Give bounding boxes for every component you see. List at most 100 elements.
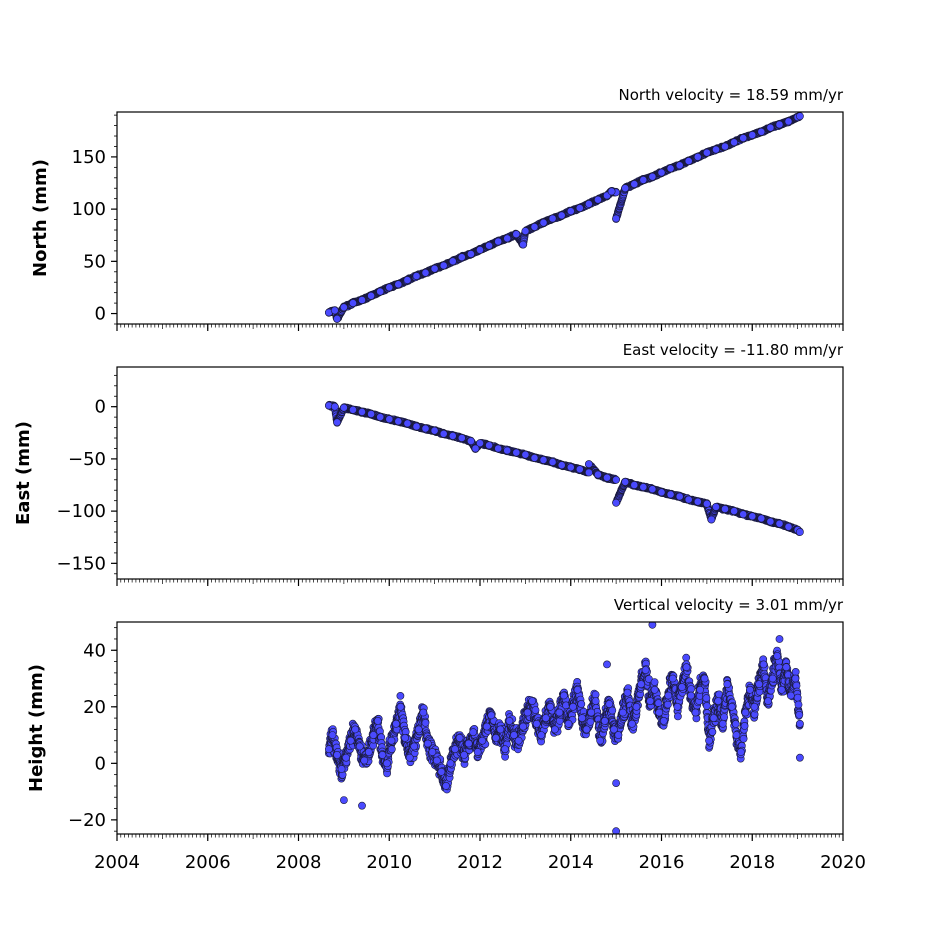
- north-data-point: [639, 175, 648, 184]
- north-data-point: [607, 187, 616, 196]
- east-data-point: [430, 426, 439, 435]
- east-data-point: [703, 499, 711, 508]
- east-data-point: [585, 460, 593, 468]
- north-data-point: [349, 299, 357, 307]
- east-data-point: [766, 517, 775, 526]
- north-data-point: [757, 127, 766, 136]
- north-panel-title: North velocity = 18.59 mm/yr: [619, 86, 844, 104]
- height-panel: Vertical velocity = 3.01 mm/yr Height (m…: [26, 596, 866, 873]
- east-data-point: [630, 481, 639, 489]
- north-data-point: [421, 268, 430, 277]
- east-data-point: [757, 514, 766, 523]
- height-y-axis-label: Height (mm): [26, 664, 47, 792]
- north-data-point: [485, 241, 493, 250]
- north-data-point: [712, 145, 720, 154]
- north-data-point: [394, 280, 403, 289]
- east-data-point: [394, 417, 403, 426]
- north-data-point: [519, 240, 527, 249]
- east-data-point: [412, 422, 421, 431]
- east-data-point: [494, 444, 503, 453]
- north-data-point: [675, 161, 684, 170]
- north-data-point: [766, 123, 775, 132]
- north-data-point: [796, 112, 804, 121]
- north-data-point: [457, 253, 466, 262]
- height-data-point: [421, 718, 430, 727]
- east-data-point: [796, 528, 804, 536]
- north-data-point: [594, 195, 602, 204]
- east-data-point: [448, 431, 457, 440]
- east-panel: East velocity = -11.80 mm/yr East (mm) 0…: [13, 341, 844, 586]
- north-data-point: [539, 218, 548, 227]
- north-data-point: [612, 214, 620, 223]
- east-data-point: [539, 455, 548, 464]
- north-data-point: [693, 152, 702, 161]
- east-data-point: [548, 458, 557, 466]
- east-data-points: [324, 400, 804, 536]
- east-data-point: [557, 461, 566, 470]
- east-data-point: [439, 429, 448, 438]
- north-data-point: [775, 120, 784, 129]
- north-data-point: [430, 264, 439, 273]
- north-data-point: [521, 227, 530, 235]
- east-data-point: [730, 507, 738, 515]
- north-data-point: [476, 245, 484, 254]
- east-data-point: [675, 492, 684, 501]
- east-data-point: [330, 402, 339, 411]
- east-data-point: [566, 463, 575, 472]
- east-data-point: [684, 495, 693, 504]
- east-data-point: [739, 510, 748, 519]
- east-data-point: [403, 419, 412, 428]
- north-data-point: [666, 164, 675, 173]
- east-y-tick-label: −150: [57, 553, 106, 574]
- north-panel: North velocity = 18.59 mm/yr North (mm) …: [30, 86, 844, 331]
- east-data-point: [585, 468, 593, 477]
- north-data-point: [684, 157, 693, 165]
- height-data-point: [387, 745, 396, 754]
- east-data-point: [376, 413, 385, 421]
- east-data-point: [648, 485, 657, 494]
- east-data-point: [666, 490, 675, 499]
- east-data-point: [707, 515, 716, 524]
- north-data-point: [367, 291, 375, 300]
- north-data-point: [376, 287, 385, 296]
- north-data-point: [630, 180, 639, 188]
- east-panel-title: East velocity = -11.80 mm/yr: [623, 341, 844, 359]
- east-data-point: [721, 505, 729, 513]
- east-data-point: [476, 439, 484, 448]
- north-y-tick-label: 0: [95, 304, 106, 325]
- north-data-point: [703, 148, 711, 157]
- north-data-point: [530, 222, 539, 231]
- north-y-tick-label: 100: [72, 199, 106, 220]
- north-data-point: [585, 199, 593, 208]
- north-data-point: [403, 276, 412, 284]
- east-y-tick-label: 0: [95, 397, 106, 418]
- east-data-point: [367, 410, 375, 418]
- east-data-point: [748, 512, 757, 521]
- east-data-point: [639, 483, 648, 491]
- height-data-point: [396, 692, 405, 700]
- north-y-tick-label: 50: [83, 251, 106, 272]
- north-data-point: [466, 250, 475, 258]
- east-data-point: [712, 502, 720, 511]
- east-data-point: [621, 477, 630, 486]
- east-data-point: [333, 418, 341, 427]
- east-data-point: [657, 488, 666, 497]
- north-data-point: [503, 234, 512, 243]
- north-data-point: [575, 204, 584, 212]
- north-data-point: [412, 272, 421, 280]
- east-data-point: [693, 497, 702, 506]
- height-data-points: [324, 622, 804, 834]
- north-data-point: [494, 237, 503, 246]
- east-data-point: [521, 450, 530, 459]
- east-data-point: [339, 403, 348, 412]
- east-data-point: [503, 446, 512, 455]
- east-data-point: [775, 519, 784, 528]
- east-data-point: [471, 444, 480, 453]
- north-data-point: [439, 261, 448, 270]
- east-data-point: [385, 415, 394, 424]
- east-axes: 0−50−100−150: [57, 366, 844, 586]
- north-data-point: [557, 211, 566, 220]
- north-data-point: [548, 214, 557, 223]
